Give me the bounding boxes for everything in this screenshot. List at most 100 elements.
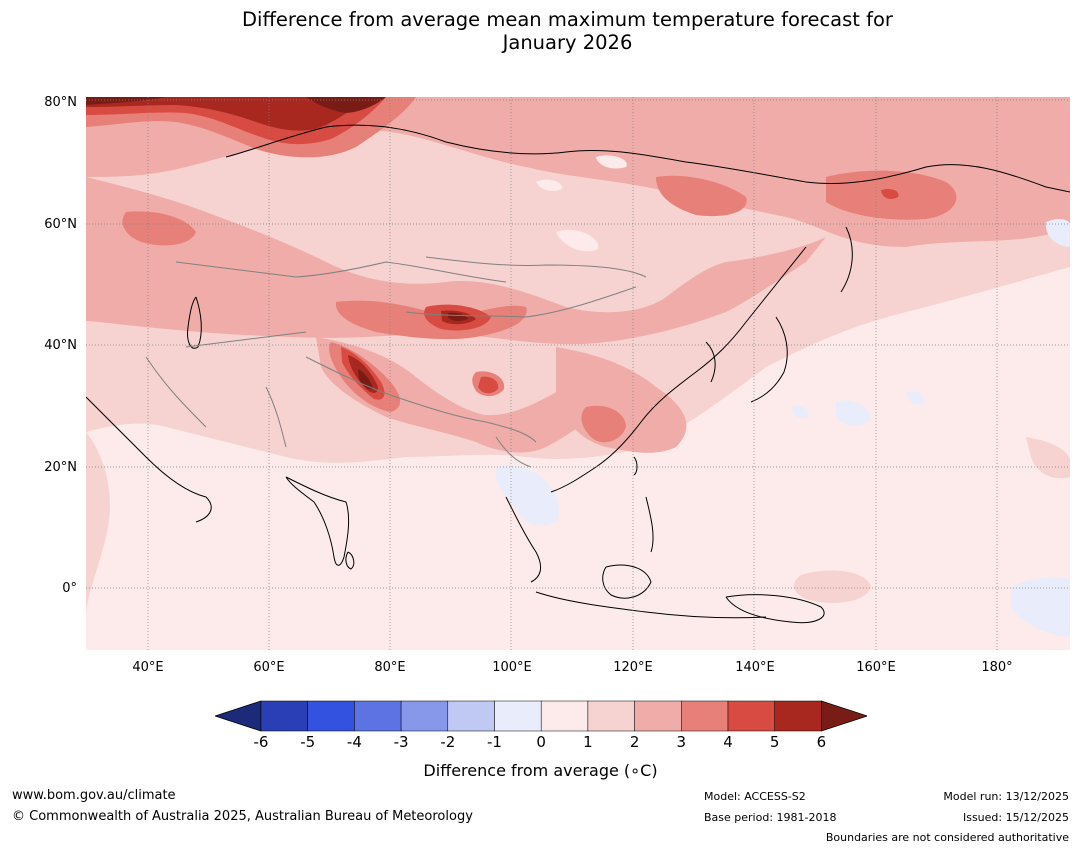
footer-base-period: Base period: 1981-2018 [704, 811, 837, 824]
colorbar-swatch [260, 700, 308, 732]
anomaly-zone-light-2 [596, 155, 627, 169]
anomaly-zone-1-2-pacific [794, 570, 871, 603]
border-russia-central-asia [175, 261, 507, 283]
anomaly-zone-4-5-tibet [478, 376, 499, 394]
anomaly-zone-light-1 [536, 179, 563, 191]
lat-label-40n: 40°N [44, 338, 77, 353]
colorbar-tick-label: -3 [393, 733, 409, 751]
lon-label-60e: 60°E [253, 660, 285, 675]
colorbar-tick-label: 6 [816, 733, 827, 751]
coast-east-asia [550, 246, 807, 493]
lon-label-40e: 40°E [132, 660, 164, 675]
colorbar-tick-label: -5 [300, 733, 316, 751]
anomaly-zone-3-4-west [122, 211, 196, 246]
colorbar-swatch [681, 700, 729, 732]
colorbar-swatch [587, 700, 635, 732]
coast-india [285, 476, 350, 566]
colorbar-arrow-high [821, 700, 867, 732]
anomaly-zone-cool-pacific-1 [836, 400, 871, 426]
anomaly-zone-2-3-west [86, 177, 826, 345]
colorbar-swatch [354, 700, 402, 732]
footer-disclaimer: Boundaries are not considered authoritat… [825, 831, 1069, 844]
colorbar-arrow-low [215, 700, 262, 732]
colorbar-swatch [540, 700, 589, 732]
chart-title: Difference from average mean maximum tem… [0, 8, 1081, 54]
anomaly-zone-3-4-china [581, 405, 626, 443]
colorbar-swatch [774, 700, 822, 732]
colorbar-tick-label: -1 [487, 733, 502, 751]
colorbar-swatch [494, 700, 542, 732]
coastlines [86, 124, 1070, 624]
colorbar-tick-label: 4 [723, 733, 733, 751]
lon-label-140e: 140°E [735, 660, 775, 675]
anomaly-zone-cool-pacific-2 [906, 391, 925, 405]
anomaly-zone-above-6-arctic [86, 97, 166, 105]
coast-sri-lanka [345, 551, 355, 570]
anomaly-zone-above-6-arctic-2 [306, 97, 386, 113]
anomaly-zone-1-2-india [86, 432, 110, 617]
anomaly-zone-2-3-north [86, 97, 1070, 247]
coast-korea [705, 341, 716, 383]
anomaly-zone-3-4-central [656, 175, 747, 217]
footer-issued: Issued: 15/12/2025 [962, 811, 1069, 824]
anomaly-zone-cool-equator [1011, 577, 1070, 637]
anomaly-zone-4-5-siberia-east [881, 188, 899, 199]
border-pakistan [265, 386, 287, 448]
coast-taiwan [633, 456, 638, 476]
lat-label-60n: 60°N [44, 217, 77, 232]
coast-japan [750, 316, 788, 403]
lon-label-120e: 120°E [613, 660, 653, 675]
coast-philippines [645, 496, 654, 553]
colorbar-label: Difference from average (∘C) [423, 761, 658, 780]
colorbar-tick-label: 1 [583, 733, 593, 751]
anomaly-zone-cool-indochina [495, 465, 560, 526]
border-china-india [305, 356, 537, 443]
colorbar-tick-label: 0 [536, 733, 546, 751]
temperature-anomaly-map [86, 97, 1070, 650]
lon-label-180: 180° [981, 660, 1013, 675]
border-mongolia-russia [425, 256, 647, 278]
gridlines [86, 97, 1070, 650]
border-central-asia [185, 331, 307, 348]
colorbar-swatch [400, 700, 449, 732]
footer-website: www.bom.gov.au/climate [12, 788, 176, 803]
coast-caspian [187, 296, 202, 349]
anomaly-zone-5-6-arctic [86, 97, 366, 131]
title-line-1: Difference from average mean maximum tem… [242, 8, 893, 31]
colorbar-tick-label: -2 [440, 733, 456, 751]
anomaly-zone-1-2-east [1026, 437, 1070, 479]
footer-model-run: Model run: 13/12/2025 [943, 790, 1069, 803]
colorbar-tick-label: 3 [676, 733, 687, 751]
coast-southeast-asia [505, 496, 542, 583]
colorbar-swatch [447, 700, 495, 732]
colorbar-swatch [634, 700, 682, 732]
borders [145, 256, 647, 468]
coast-arabia [86, 396, 212, 523]
anomaly-zone-above-6-karakoram [358, 369, 373, 390]
anomaly-zone-cool-east [1045, 219, 1070, 247]
coast-indonesia [535, 591, 767, 619]
anomaly-zone-2-3-tibet [316, 337, 626, 453]
anomaly-zone-light-3 [556, 229, 599, 252]
border-mongolia-china [405, 286, 637, 318]
colorbar-swatch [727, 700, 775, 732]
lat-label-20n: 20°N [44, 460, 77, 475]
colorbar-tick-label: -6 [253, 733, 269, 751]
lon-label-160e: 160°E [856, 660, 896, 675]
coast-new-guinea [725, 594, 825, 624]
border-iran [145, 356, 207, 428]
lat-label-0: 0° [62, 581, 77, 596]
lon-label-80e: 80°E [374, 660, 406, 675]
colorbar-tick-label: 5 [769, 733, 780, 751]
coast-arctic [225, 124, 1070, 193]
colorbar [215, 700, 867, 732]
map-svg [86, 97, 1070, 650]
coast-kamchatka [840, 226, 853, 293]
anomaly-zone-cool-pacific-3 [791, 405, 809, 419]
colorbar-swatch [307, 700, 355, 732]
title-line-2: January 2026 [502, 31, 633, 54]
colorbar-tick-label: 2 [629, 733, 640, 751]
border-china-southeast-asia [495, 436, 532, 468]
colorbar-tick-label: -4 [346, 733, 362, 751]
footer-copyright: © Commonwealth of Australia 2025, Austra… [12, 809, 473, 824]
